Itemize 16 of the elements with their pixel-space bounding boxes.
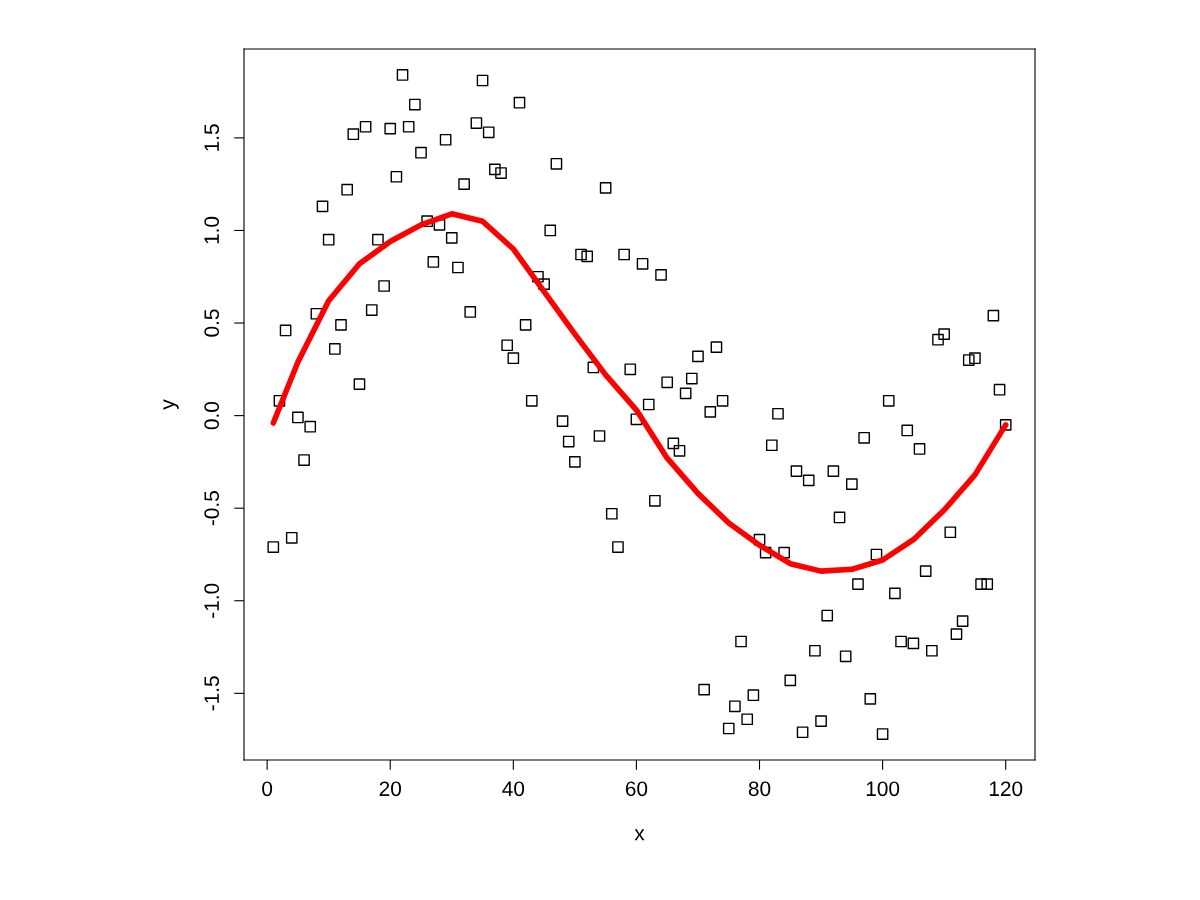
y-tick-label: 1.0: [204, 216, 220, 244]
x-tick-label: 100: [866, 781, 900, 797]
y-axis-title: y: [163, 399, 179, 410]
x-tick-label: 120: [989, 781, 1023, 797]
y-tick-label: 1.5: [204, 124, 220, 151]
x-tick-label: 40: [502, 781, 525, 797]
y-tick-label: -1.5: [204, 676, 220, 711]
y-tick-label: -1.0: [204, 583, 220, 618]
x-tick-label: 80: [748, 781, 771, 797]
x-tick-label: 0: [262, 781, 273, 797]
y-tick-label: -0.5: [204, 491, 220, 526]
x-axis-title: x: [634, 829, 645, 841]
x-tick-label: 20: [379, 781, 402, 797]
y-tick-label: 0.5: [204, 309, 220, 337]
x-tick-label: 60: [625, 781, 648, 797]
y-tick-label: 0.0: [204, 401, 220, 430]
